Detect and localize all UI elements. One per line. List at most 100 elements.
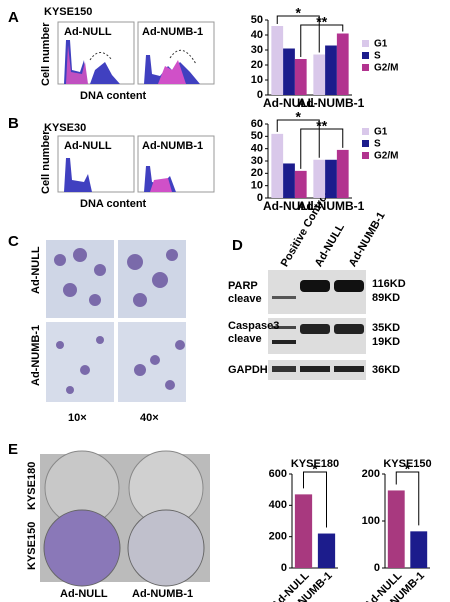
y-tick-label: 30 [251,44,263,56]
annotation: * [296,5,302,21]
legend-label: G2/M [374,63,398,74]
plates [40,450,210,587]
bracket [276,119,320,158]
size-label: 116KD [372,278,406,290]
y-tick-label: 40 [251,143,263,155]
legend-swatch [362,152,369,159]
x-tick-label: Ad-NULL [263,96,315,110]
y-tick-label: 20 [251,167,263,179]
label: Ad-NUMB-1 [142,26,203,38]
y-tick-label: 40 [251,29,263,41]
blot-label: cleave [228,333,262,345]
axis-label: Cell number [40,130,52,194]
size-label: 89KD [372,292,400,304]
legend-swatch [362,140,369,147]
annotation: ** [316,14,327,30]
bracket [300,24,344,57]
col-label: 10× [68,412,87,424]
size-label: 35KD [372,322,400,334]
y-tick-label: 200 [269,531,287,543]
col-label: Ad-NUMB-1 [132,588,193,600]
bar [313,159,326,198]
panel-letter: E [8,441,18,458]
bar [294,494,313,568]
chart-title: KYSE150 [383,458,431,470]
panel-letter: B [8,115,19,132]
bar [410,531,428,568]
bar [294,59,307,95]
axis-label: DNA content [80,198,147,210]
blot-label: PARP [228,280,258,292]
y-tick-label: 0 [374,562,380,574]
y-tick-label: 50 [251,14,263,26]
y-tick-label: 0 [257,89,263,101]
western-blots [268,270,366,380]
legend-label: G1 [374,39,388,50]
y-tick-label: 20 [251,59,263,71]
y-tick-label: 50 [251,130,263,142]
legend-label: G2/M [374,151,398,162]
label: Ad-NULL [64,140,112,152]
legend-label: G1 [374,127,388,138]
blot-label: cleave [228,293,262,305]
legend-swatch [362,40,369,47]
y-tick-label: 400 [269,499,287,511]
axis-label: DNA content [80,90,147,102]
bar [325,45,337,95]
legend-swatch [362,64,369,71]
cell-line: KYSE150 [44,6,92,18]
col-label: 40× [140,412,159,424]
cell-line: KYSE30 [44,122,86,134]
annotation: * [296,109,302,125]
blot-label: GAPDH [228,364,268,376]
panel-letter: D [232,237,243,254]
bar [313,54,326,95]
legend-label: S [374,51,381,62]
annotation: * [312,461,318,477]
chart-title: KYSE180 [291,458,339,470]
histograms [57,135,215,193]
size-label: 19KD [372,336,400,348]
row-label: KYSE180 [26,462,38,510]
micrographs [46,240,186,402]
bar [336,33,349,95]
bar [325,159,337,198]
legend-swatch [362,128,369,135]
histograms [57,21,215,85]
bracket [303,471,327,528]
blot-label: Caspase3 [228,320,279,332]
y-tick-label: 60 [251,118,263,130]
annotation: ** [316,118,327,134]
bar [271,26,284,95]
legend-swatch [362,52,369,59]
bracket [395,471,420,526]
bar [317,533,336,568]
y-tick-label: 10 [251,180,263,192]
bar [336,149,349,198]
row-label: Ad-NULL [30,246,42,294]
y-tick-label: 200 [362,468,380,480]
y-tick-label: 100 [362,515,380,527]
label: Ad-NULL [64,26,112,38]
bar [283,163,295,198]
bar [271,133,284,198]
col-label: Ad-NULL [60,588,108,600]
x-tick-label: Ad-NUMB-1 [298,96,365,110]
y-tick-label: 10 [251,74,263,86]
axis-label: Cell number [40,22,52,86]
lane-label: Ad-NUMB-1 [347,210,388,269]
row-label: Ad-NUMB-1 [30,325,42,386]
label: Ad-NUMB-1 [142,140,203,152]
y-tick-label: 0 [257,192,263,204]
row-label: KYSE150 [26,522,38,570]
legend-label: S [374,139,381,150]
annotation: * [405,461,411,477]
bracket [300,128,344,169]
x-tick-label: Ad-NUMB-1 [298,199,365,213]
y-tick-label: 30 [251,155,263,167]
panel-letter: C [8,233,19,250]
y-tick-label: 0 [281,562,287,574]
bar [387,490,405,568]
lane-label: Ad-NULL [313,221,347,269]
